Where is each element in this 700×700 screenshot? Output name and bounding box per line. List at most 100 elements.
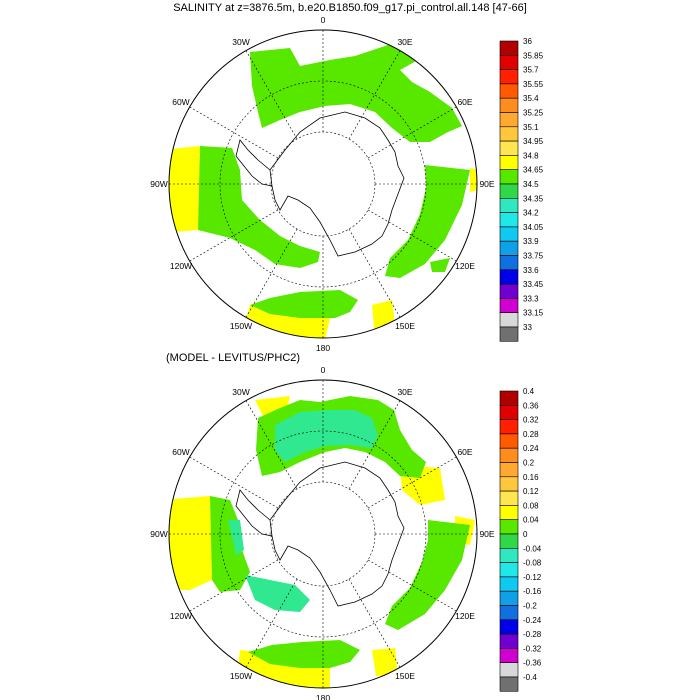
diff-green-region-south [248, 640, 360, 668]
colorbar-label: -0.08 [523, 559, 542, 568]
map-2-longitude-labels: 0 30E 60E 90E 120E 150E 180 150W 120W 90W 60W 30W [150, 365, 495, 700]
colorbar-swatch [499, 404, 519, 420]
colorbar-swatch [499, 40, 519, 56]
colorbar-label: 34.65 [523, 166, 544, 175]
map-1: 0 30E 60E 90E 120E 150E 180 150W 120W 90W 60W 30W 3… [150, 15, 543, 353]
longitude-label: 120W [170, 261, 192, 271]
colorbar-label: 35.4 [523, 94, 539, 103]
colorbar-label: 33.3 [523, 294, 539, 303]
longitude-label: 30E [397, 387, 412, 397]
longitude-label: 150W [230, 321, 252, 331]
map-2-outer-circle [168, 379, 478, 689]
colorbar-swatch [499, 126, 519, 142]
colorbar-swatch [499, 676, 519, 692]
colorbar-label: 0.08 [523, 501, 539, 510]
colorbar-swatch [499, 240, 519, 256]
salinity-green-region-east-small [430, 258, 450, 272]
longitude-label: 150E [395, 671, 415, 681]
colorbar-label: 0 [523, 530, 528, 539]
map-2: 0 30E 60E 90E 120E 150E 180 150W 120W 90W 60W 30W 0… [150, 365, 542, 700]
colorbar-swatch [499, 476, 519, 492]
longitude-label: 120W [170, 611, 192, 621]
longitude-label: 90E [479, 179, 494, 189]
colorbar-label: -0.04 [523, 544, 542, 553]
diff-green-region-west [210, 496, 250, 592]
map-1-outer-circle [168, 29, 478, 339]
colorbar-swatch [499, 255, 519, 271]
colorbar-swatch [499, 312, 519, 328]
colorbar-label: 34.95 [523, 137, 544, 146]
colorbar-label: 34.8 [523, 151, 539, 160]
colorbar-swatch [499, 562, 519, 578]
colorbar-swatch [499, 97, 519, 113]
diff-yellow-region-southeast [372, 648, 398, 676]
longitude-label: 90E [479, 529, 494, 539]
colorbar-label: -0.24 [523, 616, 542, 625]
colorbar-swatch [499, 648, 519, 664]
colorbar-2: 0.4 0.36 0.32 0.28 0.24 0.2 0.16 0.12 0.08 0.04 0 -… [499, 387, 542, 692]
longitude-label: 120E [455, 611, 475, 621]
longitude-label: 60W [172, 447, 189, 457]
colorbar-swatch [499, 112, 519, 128]
map-1-longitude-labels: 0 30E 60E 90E 120E 150E 180 150W 120W 90W 60W 30W [150, 15, 495, 353]
colorbar-label: 0.36 [523, 401, 539, 410]
map-1-fields [169, 40, 477, 338]
colorbar-swatch [499, 505, 519, 520]
longitude-label: 90W [150, 179, 167, 189]
colorbar-label: 0.4 [523, 387, 535, 396]
colorbar-label: 34.5 [523, 180, 539, 189]
colorbar-swatch [499, 547, 519, 563]
colorbar-swatch [499, 433, 519, 449]
salinity-yellow-region-southeast [372, 300, 395, 328]
colorbar-label: 0.24 [523, 444, 539, 453]
colorbar-swatch [499, 298, 519, 313]
colorbar-label: -0.4 [523, 673, 537, 682]
salinity-green-region-south [250, 290, 358, 318]
longitude-label: 0 [321, 365, 326, 375]
salinity-green-region-east [385, 165, 470, 278]
map-2-grid [169, 380, 477, 688]
map-2-antarctica-outline [269, 461, 405, 607]
colorbar-swatch [499, 462, 519, 478]
diff-green-region-east [385, 520, 470, 630]
colorbar-swatch [499, 419, 519, 435]
longitude-label: 60W [172, 97, 189, 107]
colorbar-swatch [499, 390, 519, 406]
colorbar-swatch [499, 183, 519, 199]
colorbar-label: 33.75 [523, 252, 544, 261]
longitude-label: 180 [316, 693, 330, 700]
colorbar-swatch [499, 83, 519, 99]
colorbar-swatch [499, 198, 519, 213]
salinity-yellow-region-west [169, 146, 200, 232]
colorbar-swatch [499, 619, 519, 635]
colorbar-label: 34.05 [523, 223, 544, 232]
colorbar-label: 33 [523, 323, 532, 332]
salinity-green-region-west [198, 146, 320, 268]
colorbar-label: -0.28 [523, 630, 542, 639]
colorbar-swatch [499, 633, 519, 649]
map-1-peninsula-outline [235, 139, 273, 187]
colorbar-swatch [499, 169, 519, 185]
colorbar-label: 0.32 [523, 416, 539, 425]
plot-1-title: SALINITY at z=3876.5m, b.e20.B1850.f09_g… [173, 2, 527, 14]
salinity-green-region-north [250, 40, 462, 142]
longitude-label: 30W [232, 37, 249, 47]
colorbar-swatch [499, 490, 519, 506]
colorbar-label: 33.6 [523, 266, 539, 275]
longitude-label: 60E [457, 97, 472, 107]
longitude-label: 150E [395, 321, 415, 331]
colorbar-label: 33.15 [523, 309, 544, 318]
colorbar-swatch [499, 269, 519, 285]
colorbar-swatch [499, 590, 519, 606]
colorbar-label: 35.1 [523, 123, 539, 132]
diff-light-green-region-southwest [245, 575, 310, 612]
longitude-label: 90W [150, 529, 167, 539]
colorbar-label: 35.85 [523, 51, 544, 60]
colorbar-swatch [499, 283, 519, 299]
colorbar-label: -0.12 [523, 573, 542, 582]
diff-yellow-region-west [169, 496, 212, 590]
longitude-label: 0 [321, 15, 326, 25]
colorbar-label: 33.45 [523, 280, 544, 289]
diff-light-green-region-west-coast [228, 520, 244, 555]
